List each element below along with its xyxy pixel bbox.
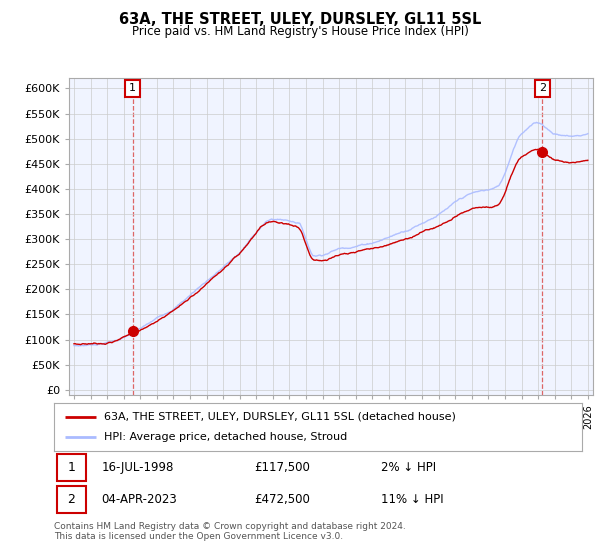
Text: 04-APR-2023: 04-APR-2023 xyxy=(101,493,177,506)
Text: 11% ↓ HPI: 11% ↓ HPI xyxy=(382,493,444,506)
Text: £117,500: £117,500 xyxy=(254,461,311,474)
Text: HPI: Average price, detached house, Stroud: HPI: Average price, detached house, Stro… xyxy=(104,432,347,442)
Text: Contains HM Land Registry data © Crown copyright and database right 2024.
This d: Contains HM Land Registry data © Crown c… xyxy=(54,522,406,542)
Text: 63A, THE STREET, ULEY, DURSLEY, GL11 5SL (detached house): 63A, THE STREET, ULEY, DURSLEY, GL11 5SL… xyxy=(104,412,456,422)
FancyBboxPatch shape xyxy=(56,454,86,481)
Text: 1: 1 xyxy=(67,461,75,474)
FancyBboxPatch shape xyxy=(56,487,86,514)
Text: 2% ↓ HPI: 2% ↓ HPI xyxy=(382,461,436,474)
Text: 1: 1 xyxy=(129,83,136,94)
Text: £472,500: £472,500 xyxy=(254,493,311,506)
Text: 2: 2 xyxy=(67,493,75,506)
Text: 2: 2 xyxy=(539,83,546,94)
Text: 63A, THE STREET, ULEY, DURSLEY, GL11 5SL: 63A, THE STREET, ULEY, DURSLEY, GL11 5SL xyxy=(119,12,481,27)
Text: 16-JUL-1998: 16-JUL-1998 xyxy=(101,461,174,474)
Text: Price paid vs. HM Land Registry's House Price Index (HPI): Price paid vs. HM Land Registry's House … xyxy=(131,25,469,38)
